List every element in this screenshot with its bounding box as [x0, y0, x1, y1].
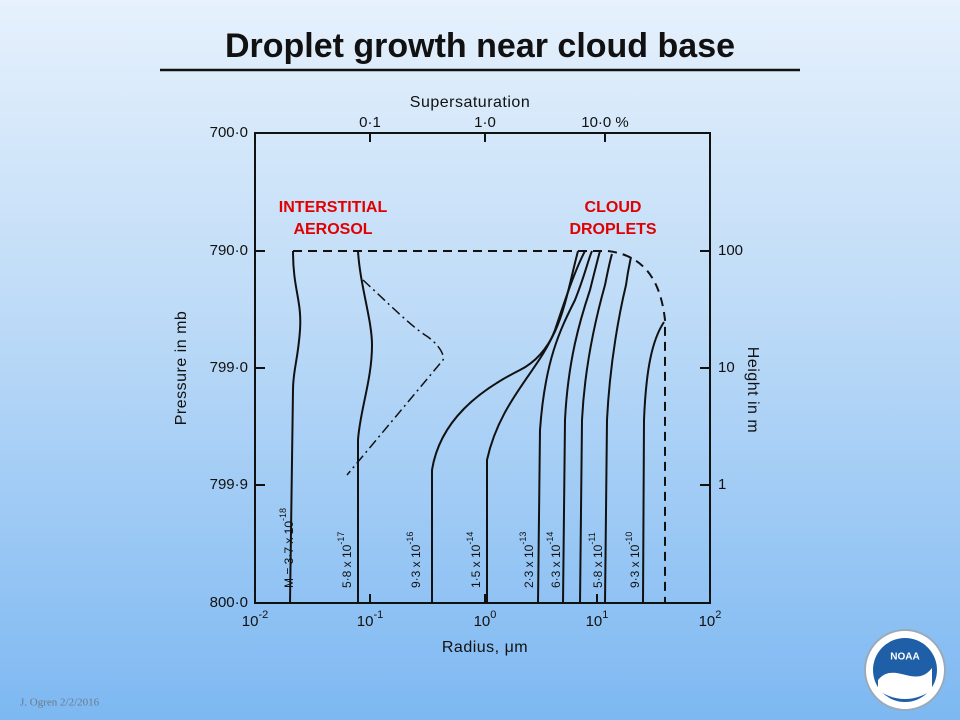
curve-label-exponent: -10	[624, 532, 634, 545]
bottom-tick-label: 101	[586, 609, 609, 630]
curve-label-exponent: -18	[278, 508, 288, 521]
left-tick-label: 799·0	[210, 359, 248, 376]
curve-label: 5·8 x 10-11	[587, 532, 605, 588]
left-tick-label: 799·9	[210, 476, 248, 493]
curve	[486, 250, 586, 603]
curve	[357, 250, 374, 603]
tick-base: 10	[699, 613, 716, 630]
curve	[537, 250, 593, 604]
curve-label-exponent: -14	[545, 532, 555, 545]
bottom-tick-label: 102	[699, 609, 722, 630]
left-axis-label: Pressure in mb	[173, 311, 190, 426]
curve-label-text: 5·8 x 10	[340, 544, 354, 588]
dashed-curve	[293, 250, 666, 603]
dash-dot-curve	[346, 279, 445, 476]
annotation: CLOUD	[585, 199, 642, 216]
curve	[289, 250, 302, 604]
annotation: AEROSOL	[293, 221, 372, 238]
right-tick-label: 100	[718, 242, 743, 259]
tick-exponent: 1	[602, 609, 608, 621]
curve-label-exponent: -17	[336, 532, 346, 545]
curve	[579, 253, 613, 604]
bottom-axis-label: Radius, μm	[442, 639, 528, 656]
top-tick-label: 1·0	[474, 114, 496, 131]
curve-label-text: 6·3 x 10	[549, 544, 563, 588]
left-tick-label: 800·0	[210, 594, 248, 611]
tick-exponent: 2	[715, 609, 721, 621]
tick-base: 10	[474, 613, 491, 630]
curve	[642, 321, 665, 604]
curve-label-text: 9·3 x 10	[409, 544, 423, 588]
bottom-tick-label: 100	[474, 609, 497, 630]
logo-bird	[878, 668, 932, 699]
curve-label: 5·8 x 10-17	[336, 532, 354, 588]
tick-base: 10	[357, 613, 374, 630]
top-tick-label: 10·0 %	[581, 114, 629, 131]
right-tick-label: 1	[718, 476, 726, 493]
tick-exponent: -1	[373, 609, 383, 621]
curve-label-text: 1·5 x 10	[469, 544, 483, 588]
curve	[562, 250, 601, 604]
curve-label-text: 9·3 x 10	[628, 544, 642, 588]
top-tick-label: 0·1	[359, 114, 381, 131]
curve-label: 9·3 x 10-10	[624, 532, 642, 588]
top-axis-label: Supersaturation	[410, 94, 530, 111]
tick-base: 10	[586, 613, 603, 630]
curve-label: 6·3 x 10-14	[545, 532, 563, 588]
curve	[604, 256, 632, 604]
bottom-tick-label: 10-1	[357, 609, 383, 630]
left-tick-label: 700·0	[210, 124, 248, 141]
curve-label-exponent: -13	[518, 532, 528, 545]
footer: J. Ogren 2/2/2016	[20, 697, 100, 709]
curve-label: 1·5 x 10-14	[465, 532, 483, 588]
curve-label-text: 2·3 x 10	[522, 544, 536, 588]
curve-label: M = 3·7 x 10-18	[278, 508, 296, 588]
curve-label-exponent: -16	[405, 532, 415, 545]
curve-label-text: 5·8 x 10	[591, 544, 605, 588]
slide-title: Droplet growth near cloud base	[225, 27, 735, 65]
tick-exponent: 0	[490, 609, 496, 621]
right-tick-label: 10	[718, 359, 735, 376]
curve-label: 9·3 x 10-16	[405, 532, 423, 588]
tick-exponent: -2	[258, 609, 268, 621]
left-tick-label: 790·0	[210, 242, 248, 259]
curve-label-text: M = 3·7 x 10	[282, 521, 296, 588]
curves	[289, 250, 666, 604]
curve-label-exponent: -14	[465, 532, 475, 545]
annotation: DROPLETS	[569, 221, 656, 238]
annotation: INTERSTITIAL	[279, 199, 388, 216]
bottom-tick-label: 10-2	[242, 609, 268, 630]
curve-label: 2·3 x 10-13	[518, 532, 536, 588]
right-axis-label: Height in m	[744, 347, 761, 433]
logo-text: NOAA	[890, 652, 919, 663]
curve-label-exponent: -11	[587, 532, 597, 544]
tick-base: 10	[242, 613, 259, 630]
